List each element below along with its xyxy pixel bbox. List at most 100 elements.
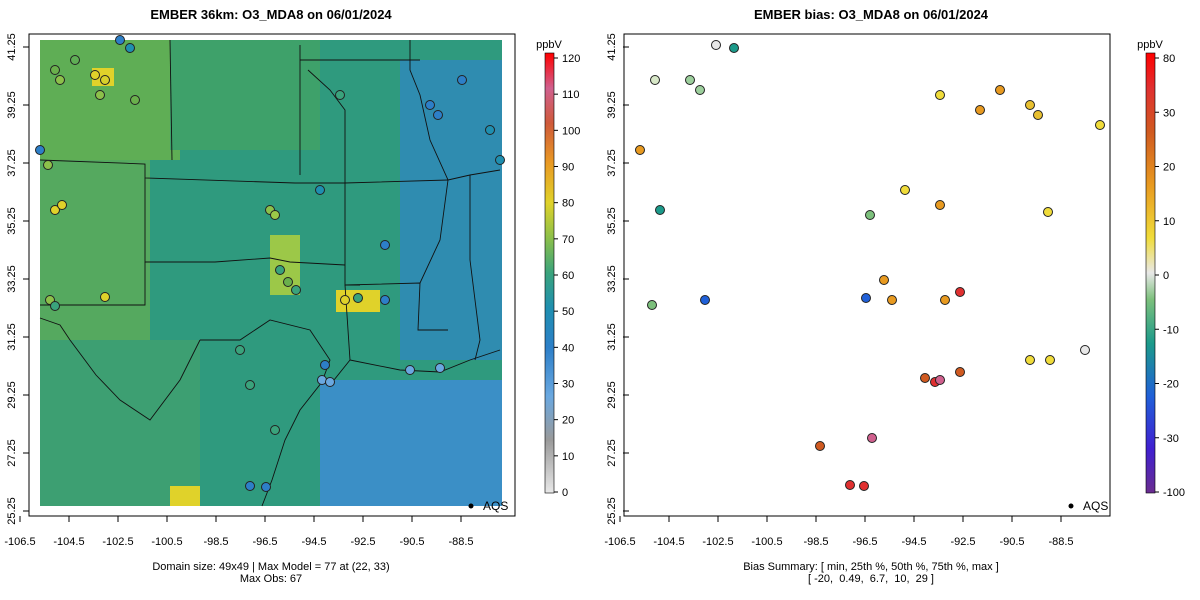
bias-point xyxy=(1045,355,1055,365)
x-tick-label: -102.5 xyxy=(702,536,733,548)
y-tick-label: 41.25 xyxy=(606,33,618,61)
obs-point xyxy=(425,100,435,110)
map-frame xyxy=(623,33,1111,517)
bias-point xyxy=(1025,355,1035,365)
field-patch-south xyxy=(170,486,200,506)
y-tick-label: 39.25 xyxy=(6,91,18,119)
x-tick-label: -98.5 xyxy=(803,536,828,548)
bias-point xyxy=(1043,207,1053,217)
obs-point xyxy=(283,277,293,287)
obs-point xyxy=(457,75,467,85)
obs-point xyxy=(270,425,280,435)
bias-point xyxy=(1033,110,1043,120)
bias-point xyxy=(1080,345,1090,355)
y-tick-label: 29.25 xyxy=(606,381,618,409)
obs-point xyxy=(50,301,60,311)
obs-point xyxy=(380,240,390,250)
obs-point xyxy=(115,35,125,45)
x-tick-label: -94.5 xyxy=(301,536,326,548)
x-tick-label: -88.5 xyxy=(1048,536,1073,548)
bias-point xyxy=(935,375,945,385)
bias-point xyxy=(995,85,1005,95)
obs-point xyxy=(235,345,245,355)
obs-point xyxy=(320,360,330,370)
colorbar-tick-label: 20 xyxy=(562,415,574,427)
x-axis: -106.5 -104.5 -102.5 -100.5 -98.5 -96.5 -94.5 -… xyxy=(4,516,474,548)
x-tick-label: -106.5 xyxy=(4,536,35,548)
obs-point xyxy=(125,43,135,53)
bias-point xyxy=(935,90,945,100)
footer-line-1: Domain size: 49x49 | Max Model = 77 at (… xyxy=(152,561,389,573)
obs-point xyxy=(100,292,110,302)
field-patch-gulf xyxy=(320,380,502,506)
bias-point xyxy=(695,85,705,95)
y-tick-label: 33.25 xyxy=(6,265,18,293)
obs-point xyxy=(50,65,60,75)
obs-point xyxy=(55,75,65,85)
obs-point xyxy=(315,185,325,195)
model-field xyxy=(40,40,502,506)
colorbar-tick-label: -20 xyxy=(1163,379,1179,391)
bias-point xyxy=(647,300,657,310)
obs-point xyxy=(435,363,445,373)
bias-point xyxy=(940,295,950,305)
state-boundaries xyxy=(39,39,501,507)
y-tick-label: 27.25 xyxy=(6,439,18,467)
bias-point xyxy=(975,105,985,115)
field-patch-nw xyxy=(40,40,180,160)
bias-point xyxy=(1095,120,1105,130)
y-tick-label: 37.25 xyxy=(606,149,618,177)
colorbar xyxy=(1145,52,1156,494)
obs-point xyxy=(95,90,105,100)
colorbar-tick-label: 0 xyxy=(562,487,568,499)
y-tick-label: 35.25 xyxy=(6,207,18,235)
aqs-legend-marker xyxy=(468,503,474,509)
bias-point xyxy=(859,481,869,491)
obs-point xyxy=(50,205,60,215)
obs-points xyxy=(35,35,505,492)
x-axis: -106.5 -104.5 -102.5 -100.5 -98.5 -96.5 -94.5 -… xyxy=(604,516,1074,548)
obs-point xyxy=(245,380,255,390)
colorbar-label: ppbV xyxy=(536,39,562,51)
x-tick-label: -92.5 xyxy=(950,536,975,548)
aqs-legend-label: AQS xyxy=(483,499,508,513)
obs-point xyxy=(495,155,505,165)
x-tick-label: -96.5 xyxy=(852,536,877,548)
x-tick-label: -104.5 xyxy=(653,536,684,548)
obs-point xyxy=(433,110,443,120)
colorbar-tick-label: 100 xyxy=(562,125,580,137)
y-tick-label: 31.25 xyxy=(606,323,618,351)
y-tick-label: 27.25 xyxy=(606,439,618,467)
colorbar-tick-label: 110 xyxy=(562,89,580,101)
colorbar-tick-label: 20 xyxy=(1163,162,1175,174)
obs-point xyxy=(270,210,280,220)
x-tick-label: -88.5 xyxy=(448,536,473,548)
obs-point xyxy=(90,70,100,80)
field-patch-east xyxy=(400,60,502,360)
bias-point xyxy=(729,43,739,53)
bias-point xyxy=(867,433,877,443)
bias-point xyxy=(865,210,875,220)
obs-point xyxy=(335,90,345,100)
y-axis: 41.25 39.25 37.25 35.25 33.25 31.25 29.25 27.25… xyxy=(6,33,29,525)
obs-point xyxy=(245,481,255,491)
field-patch-southwest xyxy=(40,340,200,506)
obs-point xyxy=(485,125,495,135)
footer-line-1: Bias Summary: [ min, 25th %, 50th %, 75t… xyxy=(743,561,999,573)
bias-point xyxy=(861,293,871,303)
footer-line-2: [ -20, 0.49, 6.7, 10, 29 ] xyxy=(808,573,934,585)
bias-point xyxy=(711,40,721,50)
field-patch-west xyxy=(40,160,150,340)
map-frame xyxy=(28,33,516,517)
colorbar-tick-label: -10 xyxy=(1163,324,1179,336)
bias-point xyxy=(700,295,710,305)
x-tick-label: -94.5 xyxy=(901,536,926,548)
x-tick-label: -106.5 xyxy=(604,536,635,548)
colorbar-tick-label: 120 xyxy=(562,53,580,65)
obs-point xyxy=(340,295,350,305)
panel-title: EMBER bias: O3_MDA8 on 06/01/2024 xyxy=(754,7,989,22)
bias-points xyxy=(635,40,1105,491)
colorbar-tick-label: -100 xyxy=(1163,487,1185,499)
